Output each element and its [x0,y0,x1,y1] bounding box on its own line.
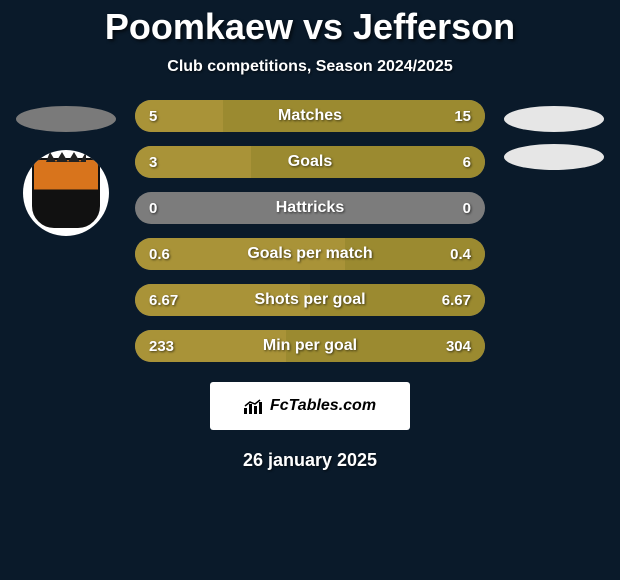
stat-row: Shots per goal6.67 6.67 [135,284,485,316]
page-title: Poomkaew vs Jefferson [0,0,620,48]
right-column [499,100,609,170]
stat-value-left: 5 [149,100,157,132]
stat-value-right: 304 [446,330,471,362]
left-column [11,100,121,236]
stats-rows: Matches5 15 Goals3 6 Hattricks0 0 Goals per ma… [135,100,485,362]
stat-row: Matches5 15 [135,100,485,132]
main-layout: Matches5 15 Goals3 6 Hattricks0 0 Goals per ma… [0,100,620,362]
stat-label: Hattricks [135,192,485,224]
page-subtitle: Club competitions, Season 2024/2025 [0,58,620,76]
player-right-flag [504,106,604,132]
stat-label: Shots per goal [135,284,485,316]
stat-value-left: 0 [149,192,157,224]
stat-label: Goals [135,146,485,178]
stat-value-right: 6 [463,146,471,178]
club-crest-left [23,150,109,236]
stat-value-right: 6.67 [442,284,471,316]
stat-value-left: 6.67 [149,284,178,316]
date-line: 26 january 2025 [0,450,620,471]
chart-icon [244,398,264,414]
stat-row: Goals per match0.6 0.4 [135,238,485,270]
footer-brand-text: FcTables.com [270,397,376,415]
stat-label: Min per goal [135,330,485,362]
stat-row: Min per goal233 304 [135,330,485,362]
player-left-flag [16,106,116,132]
stat-row: Goals3 6 [135,146,485,178]
stat-value-left: 0.6 [149,238,170,270]
footer-brand: FcTables.com [210,382,410,430]
stat-value-right: 0 [463,192,471,224]
stat-row: Hattricks0 0 [135,192,485,224]
stat-value-left: 233 [149,330,174,362]
stat-value-left: 3 [149,146,157,178]
stat-label: Matches [135,100,485,132]
stat-label: Goals per match [135,238,485,270]
stat-value-right: 0.4 [450,238,471,270]
stat-value-right: 15 [454,100,471,132]
club-right-placeholder [504,144,604,170]
